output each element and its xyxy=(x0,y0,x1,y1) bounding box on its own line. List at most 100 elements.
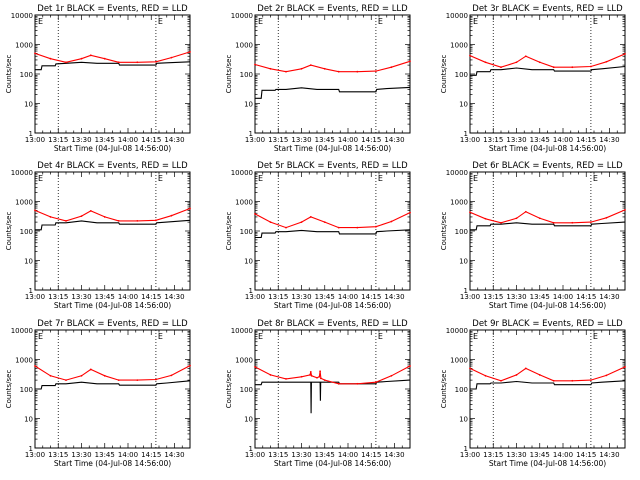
lld-data-point xyxy=(409,60,411,63)
corner-flag-right: E xyxy=(378,174,383,183)
lld-data-point xyxy=(254,366,256,368)
series-line-events xyxy=(255,229,411,239)
x-tick-label: 14:15 xyxy=(141,136,161,144)
y-tick-label: 1000 xyxy=(235,42,253,50)
x-tick-label: 14:15 xyxy=(361,293,381,301)
detector-panel-6: Det 6r BLACK = Events, RED = LLD 1 10 100 10… xyxy=(440,161,626,310)
lld-data-point xyxy=(624,366,626,368)
lld-data-point xyxy=(310,374,313,377)
x-tick-label: 13:30 xyxy=(506,136,526,144)
x-axis-label: Start Time (04-Jul-08 14:56:00) xyxy=(54,144,171,153)
lld-data-point xyxy=(590,221,592,224)
x-tick-label: 14:00 xyxy=(338,136,358,144)
lld-data-point xyxy=(590,379,592,382)
x-tick-label: 14:00 xyxy=(118,293,138,301)
x-tick-label: 14:00 xyxy=(553,451,573,459)
lld-data-point xyxy=(337,70,340,73)
lld-data-point xyxy=(409,365,411,367)
y-tick-label: 10 xyxy=(459,416,468,424)
series-line-lld xyxy=(469,366,626,382)
lld-data-point xyxy=(605,374,608,377)
y-tick-label: 1 xyxy=(29,445,33,453)
y-tick-label: 100 xyxy=(455,228,468,236)
y-tick-label: 10000 xyxy=(446,327,468,335)
x-axis-label: Start Time (04-Jul-08 14:56:00) xyxy=(274,459,391,468)
y-axis-label: Counts/sec xyxy=(225,370,233,409)
x-tick-label: 14:15 xyxy=(361,136,381,144)
lld-data-point xyxy=(316,376,318,379)
plot-frame xyxy=(34,171,191,291)
lld-data-point xyxy=(552,379,555,382)
lld-data-point xyxy=(189,51,191,53)
lld-data-point xyxy=(300,221,303,224)
y-tick-label: 100 xyxy=(240,71,253,79)
y-axis-label: Counts/sec xyxy=(5,370,13,409)
x-tick-label: 14:15 xyxy=(141,293,161,301)
lld-data-point xyxy=(254,63,256,66)
x-tick-label: 13:45 xyxy=(315,451,335,459)
lld-data-point xyxy=(136,379,139,382)
lld-data-point xyxy=(155,60,157,63)
lld-data-point xyxy=(469,54,471,57)
lld-data-point xyxy=(515,374,518,376)
lld-data-point xyxy=(375,225,377,228)
y-tick-label: 1000 xyxy=(15,42,33,50)
x-tick-label: 13:45 xyxy=(530,136,550,144)
lld-data-point xyxy=(309,370,312,373)
panel-title: Det 5r BLACK = Events, RED = LLD xyxy=(257,161,408,171)
plot-frame xyxy=(469,14,626,134)
x-axis-label: Start Time (04-Jul-08 14:56:00) xyxy=(489,301,606,310)
y-tick-label: 10000 xyxy=(11,12,33,20)
lld-data-point xyxy=(605,60,608,63)
lld-data-point xyxy=(170,56,173,59)
x-tick-label: 14:00 xyxy=(338,451,358,459)
lld-data-point xyxy=(89,368,92,371)
x-tick-label: 13:00 xyxy=(460,293,480,301)
detector-panel-1: Det 1r BLACK = Events, RED = LLD 1 10 100 10… xyxy=(5,4,191,153)
lld-data-point xyxy=(538,61,541,64)
detector-panel-8: Det 8r BLACK = Events, RED = LLD 1 10 100 10… xyxy=(225,319,411,468)
x-tick-label: 13:30 xyxy=(291,451,311,459)
x-tick-label: 13:30 xyxy=(71,136,91,144)
lld-data-point xyxy=(269,221,272,224)
plot-frame xyxy=(254,14,411,134)
lld-data-point xyxy=(590,65,592,68)
x-tick-label: 14:30 xyxy=(384,136,404,144)
x-axis-label: Start Time (04-Jul-08 14:56:00) xyxy=(489,459,606,468)
lld-data-point xyxy=(309,64,312,67)
corner-flag-left: E xyxy=(473,17,478,26)
x-tick-label: 13:45 xyxy=(95,451,115,459)
lld-data-point xyxy=(500,66,502,69)
lld-data-point xyxy=(515,61,518,64)
lld-data-point xyxy=(189,364,191,367)
lld-data-point xyxy=(538,217,541,220)
x-tick-label: 14:00 xyxy=(553,293,573,301)
lld-data-point xyxy=(319,377,322,380)
lld-data-point xyxy=(409,211,411,214)
y-tick-label: 100 xyxy=(20,228,33,236)
y-axis-label: Counts/sec xyxy=(440,55,448,94)
x-tick-label: 14:00 xyxy=(338,293,358,301)
series-line-events xyxy=(255,379,411,414)
panel-title: Det 2r BLACK = Events, RED = LLD xyxy=(257,4,408,14)
x-tick-label: 14:00 xyxy=(118,136,138,144)
panel-title: Det 3r BLACK = Events, RED = LLD xyxy=(472,4,623,14)
x-tick-label: 13:15 xyxy=(48,136,68,144)
detector-panel-2: Det 2r BLACK = Events, RED = LLD 1 10 100 10… xyxy=(225,4,411,153)
lld-data-point xyxy=(390,66,393,69)
corner-flag-left: E xyxy=(38,17,43,26)
x-tick-label: 13:30 xyxy=(506,293,526,301)
lld-data-point xyxy=(605,216,608,219)
lld-data-point xyxy=(309,216,312,218)
x-tick-label: 13:15 xyxy=(268,293,288,301)
x-tick-label: 13:45 xyxy=(530,451,550,459)
panel-title: Det 1r BLACK = Events, RED = LLD xyxy=(37,4,188,14)
lld-data-point xyxy=(49,216,52,218)
lld-data-point xyxy=(318,375,321,378)
x-tick-label: 14:30 xyxy=(164,136,184,144)
y-tick-label: 10 xyxy=(24,101,33,109)
plot-frame xyxy=(469,171,626,291)
y-tick-label: 100 xyxy=(240,386,253,394)
lld-data-point xyxy=(300,375,303,378)
